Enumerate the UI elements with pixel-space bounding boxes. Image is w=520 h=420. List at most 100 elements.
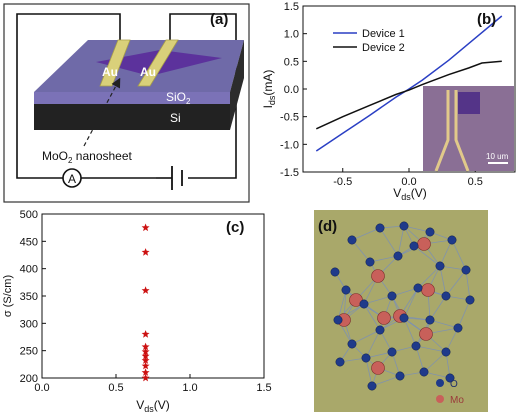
panel-a-label: (a) [210,11,228,28]
lattice-bond [429,295,447,321]
data-point-star [141,373,150,382]
lattice-bond [445,269,467,297]
o-atom [330,267,340,277]
lattice-bond [465,269,471,301]
b-ytick-label: 1.0 [284,29,299,41]
o-atom [445,373,455,383]
mo-atom [371,361,385,375]
b-ytick-label: -1.0 [280,139,299,151]
o-atom [465,295,475,305]
panel-b-ticks: -0.5 0.0 0.5 -1.5 -1.0 -0.5 0.0 0.5 1.0 1.5 [280,1,483,188]
b-ytick-label: -1.5 [280,167,299,179]
o-atom [395,371,405,381]
o-atom [409,241,419,251]
b-ytick-label: -0.5 [280,112,299,124]
lattice-bond [451,239,467,271]
lattice-bond [415,345,425,373]
ammeter-icon [62,168,82,188]
legend-label-device-1: Device 1 [362,28,405,40]
inset-flake [458,92,480,114]
panel-b-xlabel: Vds(V) [393,186,427,202]
data-point-star [141,368,150,376]
lattice-bond [351,227,381,241]
lattice-bond [363,303,381,331]
c-ytick-label: 250 [20,346,38,358]
panel-b-legend: Device 1 Device 2 [333,28,405,54]
lattice-bond [397,225,405,257]
ammeter-label: A [68,172,76,186]
c-ytick-label: 350 [20,291,38,303]
legend-label-device-2: Device 2 [362,42,405,54]
mo-atom [421,283,435,297]
si-label: Si [170,111,181,125]
data-point-star [141,330,150,338]
nanosheet-callout-arrow [83,77,121,147]
lattice-bond [429,319,459,329]
lattice-bond [371,375,401,387]
panel-d-crystal-structure: (d) O Mo [314,210,488,412]
o-atom [347,339,357,349]
b-ytick-label: 1.5 [284,1,299,13]
c-ytick-label: 200 [20,373,38,385]
b-xtick-label: 0.0 [401,176,416,188]
au-label-2: Au [140,65,156,79]
mo-atom [419,327,433,341]
o-atom [435,261,445,271]
data-point-star [141,223,150,232]
data-point-star [141,286,150,294]
sio2-label: SiO2 [166,90,191,106]
series-line-device-2 [315,60,502,130]
o-atom [341,285,351,295]
panel-b-series [315,15,503,152]
legend-molybdenum-icon [436,395,444,403]
data-point-star [141,248,150,256]
mo-atom [371,269,385,283]
data-point-star [141,356,150,364]
data-point-star [141,351,150,360]
o-atom [361,353,371,363]
crystal-atoms [330,221,475,391]
si-front-face [34,102,230,130]
o-atom [461,265,471,275]
panel-a-device-schematic: A Au Au SiO2 Si MoO2 nanosheet (a) [3,3,250,203]
lattice-bond [365,357,373,387]
o-atom [375,223,385,233]
mo-atom [377,311,391,325]
c-ytick-label: 450 [20,236,38,248]
c-xtick-label: 0.0 [34,382,49,394]
c-ytick-label: 300 [20,318,38,330]
o-atom [375,325,385,335]
legend-oxygen-label: O [450,379,458,390]
mo-atom [417,237,431,251]
lattice-bond [417,265,441,289]
o-atom [425,315,435,325]
lattice-bond [391,287,419,297]
panel-c-ticks: 0.0 0.5 1.0 1.5 200 250 300 350 400 450 500 [20,209,272,394]
b-ytick-label: 0.5 [284,56,299,68]
inset-scale-label: 10 um [486,152,509,161]
sio2-front-face [34,92,230,104]
inset-electrode-right [454,90,470,172]
panel-c-ylabel: σ (S/cm) [2,275,14,317]
au-electrode-2 [137,39,179,87]
b-ytick-label: 0.0 [284,84,299,96]
c-ytick-label: 500 [20,209,38,221]
o-atom [365,257,375,267]
o-atom [335,357,345,367]
lattice-bond [351,239,371,263]
b-xtick-label: -0.5 [333,176,352,188]
lattice-bond [439,265,447,297]
data-point-star [141,361,150,370]
c-xtick-label: 1.0 [182,382,197,394]
lattice-bond [379,227,399,257]
o-atom [359,299,369,309]
o-atom [453,323,463,333]
lattice-bond [415,345,447,353]
lattice-bond [457,299,471,329]
o-atom [333,315,343,325]
panel-c-plot-frame [41,213,265,379]
c-ytick-label: 400 [20,264,38,276]
o-atom [399,313,409,323]
lattice-bond [351,329,381,345]
panel-b-iv-chart: -0.5 0.0 0.5 -1.5 -1.0 -0.5 0.0 0.5 1.0 1.5 Devic… [261,1,516,202]
